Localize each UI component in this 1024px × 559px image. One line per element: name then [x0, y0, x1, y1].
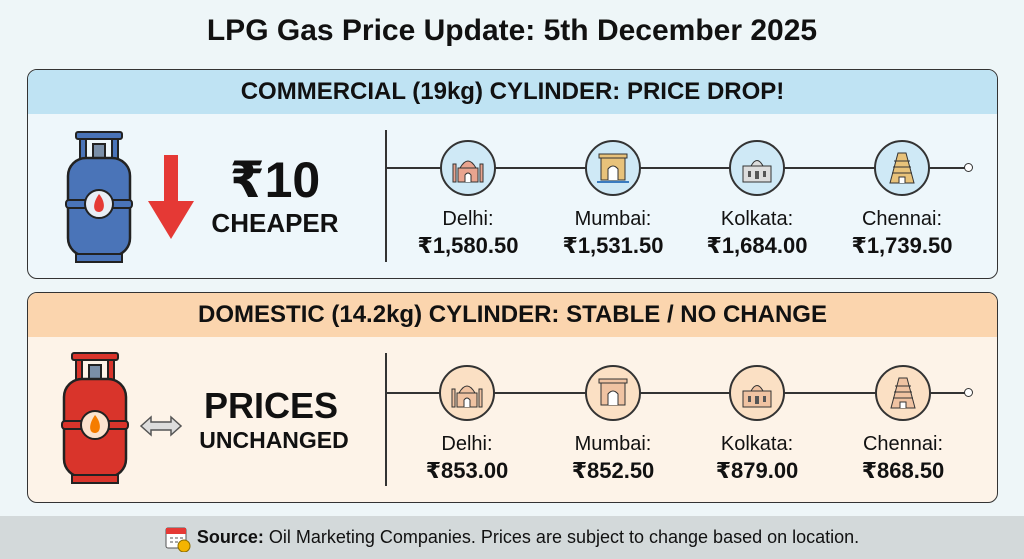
- city-price: ₹1,531.50: [562, 233, 664, 258]
- red-cylinder-icon: [61, 352, 129, 484]
- city-chennai: Chennai: ₹868.50: [833, 365, 973, 484]
- city-delhi: Delhi: ₹853.00: [397, 365, 537, 484]
- city-kolkata: Kolkata: ₹879.00: [687, 365, 827, 484]
- temple-gopuram-icon: [875, 365, 931, 421]
- city-price: ₹868.50: [861, 458, 945, 483]
- timeline-line: [385, 392, 968, 394]
- city-kolkata: Kolkata: ₹1,684.00: [687, 140, 827, 259]
- victoria-memorial-icon: [729, 365, 785, 421]
- status-label: UNCHANGED: [199, 427, 349, 453]
- source-label: Source:: [196, 527, 264, 547]
- domestic-panel: DOMESTIC (14.2kg) CYLINDER: STABLE / NO …: [27, 292, 998, 503]
- taj-mahal-icon: [439, 365, 495, 421]
- price-drop-label: CHEAPER: [211, 208, 339, 238]
- city-chennai: Chennai: ₹1,739.50: [832, 140, 972, 259]
- victoria-memorial-icon: [729, 140, 785, 196]
- price-drop-amount: ₹10: [229, 152, 321, 208]
- city-delhi: Delhi: ₹1,580.50: [398, 140, 538, 259]
- timeline-end-dot: [964, 163, 973, 172]
- city-mumbai: Mumbai: ₹852.50: [543, 365, 683, 484]
- divider: [385, 353, 387, 486]
- city-name: Mumbai:: [574, 433, 652, 455]
- timeline-end-dot: [964, 388, 973, 397]
- city-price: ₹1,684.00: [706, 233, 808, 258]
- city-name: Chennai:: [861, 208, 943, 230]
- calendar-rupee-icon: [165, 527, 191, 552]
- status-amount: PRICES: [203, 385, 339, 426]
- city-name: Kolkata:: [720, 433, 794, 455]
- city-price: ₹879.00: [715, 458, 799, 483]
- city-name: Chennai:: [862, 433, 944, 455]
- divider: [385, 130, 387, 262]
- timeline-line: [385, 167, 968, 169]
- commercial-panel: COMMERCIAL (19kg) CYLINDER: PRICE DROP! …: [27, 69, 998, 279]
- city-name: Delhi:: [442, 208, 494, 230]
- double-arrow-icon: [140, 415, 182, 437]
- city-name: Delhi:: [441, 433, 493, 455]
- city-mumbai: Mumbai: ₹1,531.50: [543, 140, 683, 259]
- domestic-header: DOMESTIC (14.2kg) CYLINDER: STABLE / NO …: [28, 293, 997, 337]
- city-name: Mumbai:: [574, 208, 652, 230]
- gateway-of-india-icon: [585, 140, 641, 196]
- commercial-header: COMMERCIAL (19kg) CYLINDER: PRICE DROP!: [28, 70, 997, 114]
- city-price: ₹852.50: [571, 458, 655, 483]
- footer: Source: Oil Marketing Companies. Prices …: [0, 516, 1024, 559]
- page-title: LPG Gas Price Update: 5th December 2025: [206, 14, 818, 47]
- temple-gopuram-icon: [874, 140, 930, 196]
- gateway-of-india-icon: [585, 365, 641, 421]
- down-arrow-icon: [148, 155, 194, 239]
- source-text: Oil Marketing Companies. Prices are subj…: [263, 527, 860, 547]
- city-price: ₹853.00: [425, 458, 509, 483]
- blue-cylinder-icon: [65, 131, 133, 263]
- city-price: ₹1,580.50: [417, 233, 519, 258]
- city-name: Kolkata:: [720, 208, 794, 230]
- taj-mahal-icon: [440, 140, 496, 196]
- city-price: ₹1,739.50: [851, 233, 953, 258]
